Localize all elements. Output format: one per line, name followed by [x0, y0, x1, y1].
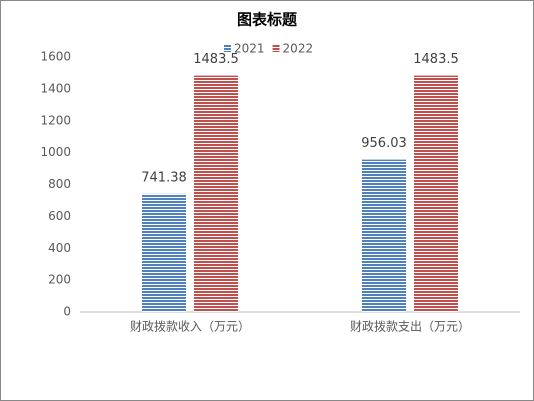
bar: [194, 75, 238, 312]
legend-label: 2021: [234, 42, 265, 56]
y-tick-label: 1000: [40, 145, 71, 159]
y-tick-label: 1400: [40, 81, 71, 95]
chart-title: 图表标题: [237, 11, 298, 29]
y-tick-label: 1600: [40, 50, 71, 64]
bar: [362, 159, 406, 312]
y-tick-label: 400: [48, 241, 71, 255]
value-label: 741.38: [141, 170, 187, 185]
x-tick-label: 财政拨款支出（万元）: [350, 320, 470, 334]
value-label: 1483.5: [413, 52, 459, 67]
legend-swatch: [272, 45, 280, 52]
y-tick-label: 800: [48, 177, 71, 191]
value-label: 1483.5: [193, 52, 239, 67]
y-tick-label: 600: [48, 209, 71, 223]
bar: [414, 75, 458, 312]
bar: [142, 193, 186, 312]
legend-swatch: [224, 45, 231, 52]
value-label: 956.03: [361, 136, 407, 151]
y-tick-label: 200: [48, 273, 71, 287]
x-tick-label: 财政拨款收入（万元）: [130, 320, 250, 334]
y-tick-label: 1200: [40, 113, 71, 127]
legend-label: 2022: [283, 42, 314, 56]
y-tick-label: 0: [63, 305, 71, 319]
